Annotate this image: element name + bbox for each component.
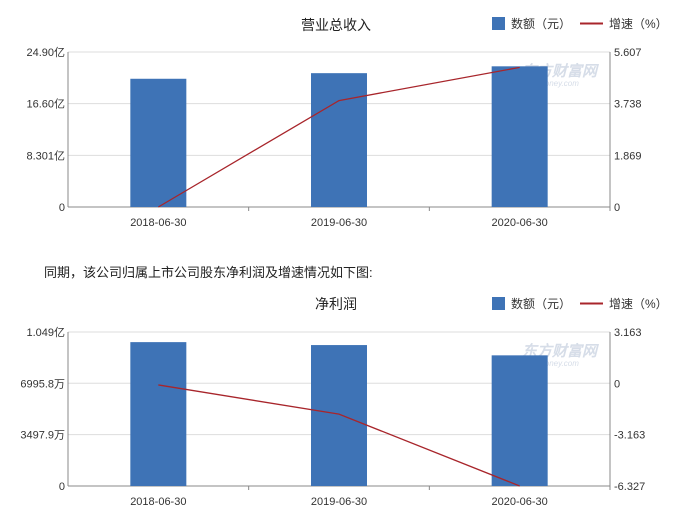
profit-y-left-tick: 6995.8万 — [20, 378, 65, 390]
revenue-x-tick-label: 2019-06-30 — [311, 217, 367, 229]
revenue-y-left-tick: 0 — [59, 202, 65, 214]
profit-y-right-tick: -3.163 — [614, 430, 645, 442]
revenue-legend-bar-label: 数额（元） — [511, 16, 571, 31]
revenue-y-right-tick: 3.738 — [614, 99, 642, 111]
profit-growth-line — [158, 384, 520, 487]
revenue-chart: 营业总收入 数额（元） 增速（%） 东方财富网 eastmoney.com 0 8.301亿… — [0, 0, 673, 245]
revenue-y-left-tick: 8.301亿 — [26, 149, 65, 162]
profit-title: 净利润 — [315, 296, 357, 312]
revenue-y-left-tick: 16.60亿 — [26, 98, 65, 111]
revenue-bar — [311, 73, 367, 207]
revenue-y-left-tick: 24.90亿 — [26, 46, 65, 59]
profit-x-tick-label: 2019-06-30 — [311, 496, 367, 508]
revenue-y-right-tick: 0 — [614, 202, 620, 214]
profit-legend-bar-label: 数额（元） — [511, 296, 571, 311]
profit-legend-bar-swatch — [492, 297, 505, 310]
net-profit-chart: 净利润 数额（元） 增速（%） 东方财富网 eastmoney.com 0 3497.9万 6… — [0, 287, 673, 519]
net-profit-chart-svg: 净利润 数额（元） 增速（%）东方财富网eastmoney.com03497.9万6… — [20, 296, 668, 508]
profit-y-right-tick: -6.327 — [614, 481, 645, 493]
revenue-bar — [491, 66, 548, 208]
revenue-bar — [130, 78, 187, 208]
profit-bar — [491, 355, 548, 486]
revenue-x-tick-label: 2020-06-30 — [492, 217, 548, 229]
revenue-growth-line — [158, 66, 520, 208]
profit-y-right-tick: 0 — [614, 378, 620, 390]
profit-y-left-tick: 3497.9万 — [20, 430, 65, 442]
caption-text: 同期，该公司归属上市公司股东净利润及增速情况如下图: — [44, 265, 373, 280]
revenue-title: 营业总收入 — [301, 17, 371, 33]
revenue-x-tick-label: 2018-06-30 — [130, 217, 186, 229]
revenue-legend-bar-swatch — [492, 17, 505, 30]
profit-y-right-tick: 3.163 — [614, 327, 642, 339]
profit-bar — [130, 342, 187, 486]
profit-bar — [311, 345, 367, 486]
revenue-watermark-en: eastmoney.com — [523, 79, 579, 88]
profit-y-left-tick: 0 — [59, 481, 65, 493]
profit-watermark-en: eastmoney.com — [523, 359, 579, 368]
profit-legend-line-label: 增速（%） — [609, 297, 668, 311]
revenue-legend-line-label: 增速（%） — [609, 17, 668, 31]
profit-x-tick-label: 2020-06-30 — [492, 496, 548, 508]
revenue-chart-svg: 营业总收入 数额（元） 增速（%）东方财富网eastmoney.com08.301亿… — [26, 16, 668, 229]
revenue-y-right-tick: 5.607 — [614, 47, 642, 59]
revenue-y-right-tick: 1.869 — [614, 150, 642, 162]
profit-x-tick-label: 2018-06-30 — [130, 496, 186, 508]
profit-y-left-tick: 1.049亿 — [26, 326, 65, 339]
